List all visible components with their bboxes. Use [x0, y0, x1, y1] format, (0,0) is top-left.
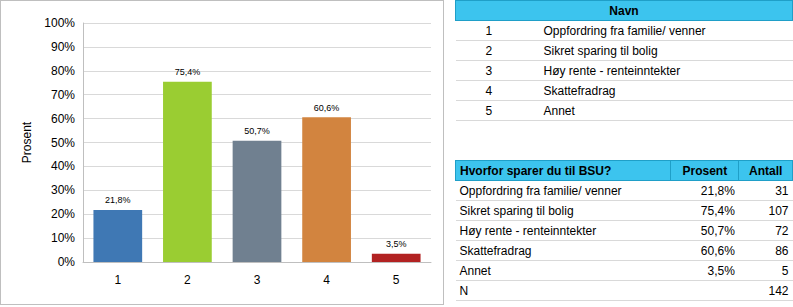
html-text:Annet: Annet — [459, 263, 491, 278]
svg-text:21,8%: 21,8% — [105, 195, 131, 205]
svg-text:1: 1 — [114, 273, 121, 287]
svg-text:80%: 80% — [51, 64, 75, 78]
html-text:1: 1 — [485, 23, 493, 38]
html-text:Oppfordring fra familie/ venne: Oppfordring fra familie/ venner — [543, 23, 706, 38]
html-text:5: 5 — [781, 263, 789, 278]
html-text:Høy rente - renteinntekter: Høy rente - renteinntekter — [459, 223, 597, 238]
svg-text:3,5%: 3,5% — [386, 239, 407, 249]
html-text:86: 86 — [775, 243, 789, 258]
svg-text:60%: 60% — [51, 112, 75, 126]
svg-text:0%: 0% — [58, 255, 76, 269]
svg-text:5: 5 — [393, 273, 400, 287]
html-text:21,8%: 21,8% — [700, 183, 735, 198]
html-text:Sikret sparing til bolig: Sikret sparing til bolig — [543, 43, 658, 58]
svg-text:90%: 90% — [51, 40, 75, 54]
svg-text:2: 2 — [184, 273, 191, 287]
html-text:Oppfordring fra familie/ venne: Oppfordring fra familie/ venner — [459, 183, 622, 198]
html-text:Antall: Antall — [749, 163, 783, 178]
svg-text:4: 4 — [323, 273, 330, 287]
html-text:75,4%: 75,4% — [700, 203, 735, 218]
html-text:Hvorfor sparer du til BSU?: Hvorfor sparer du til BSU? — [460, 163, 612, 178]
html-text:Skattefradrag: Skattefradrag — [459, 243, 532, 258]
svg-text:10%: 10% — [51, 231, 75, 245]
svg-text:30%: 30% — [51, 183, 75, 197]
html-text:Sikret sparing til bolig: Sikret sparing til bolig — [459, 203, 574, 218]
svg-text:70%: 70% — [51, 88, 75, 102]
html-text:3,5%: 3,5% — [707, 263, 735, 278]
html-text:60,6%: 60,6% — [700, 243, 735, 258]
html-text:31: 31 — [775, 183, 789, 198]
svg-text:50,7%: 50,7% — [244, 126, 270, 136]
html-text:Høy rente - renteinntekter: Høy rente - renteinntekter — [543, 63, 681, 78]
svg-text:40%: 40% — [51, 159, 75, 173]
html-text:2: 2 — [485, 43, 493, 58]
html-text:5: 5 — [485, 103, 493, 118]
html-text:50,7%: 50,7% — [700, 223, 735, 238]
html-text:107: 107 — [768, 203, 789, 218]
svg-text:50%: 50% — [51, 136, 75, 150]
html-text:72: 72 — [775, 223, 789, 238]
html-text:Skattefradrag: Skattefradrag — [543, 83, 616, 98]
html-text:142: 142 — [768, 283, 789, 298]
html-text:N: N — [459, 283, 469, 298]
html-text:Prosent: Prosent — [682, 163, 728, 178]
svg-text:20%: 20% — [51, 207, 75, 221]
svg-text:60,6%: 60,6% — [314, 103, 340, 113]
html-text:3: 3 — [485, 63, 493, 78]
html-text:Navn: Navn — [609, 3, 639, 18]
html-text:4: 4 — [485, 83, 493, 98]
svg-text:100%: 100% — [44, 16, 75, 30]
html-text:Annet: Annet — [543, 103, 575, 118]
svg-text:3: 3 — [254, 273, 261, 287]
svg-text:75,4%: 75,4% — [175, 67, 201, 77]
svg-text:Prosent: Prosent — [20, 121, 34, 163]
